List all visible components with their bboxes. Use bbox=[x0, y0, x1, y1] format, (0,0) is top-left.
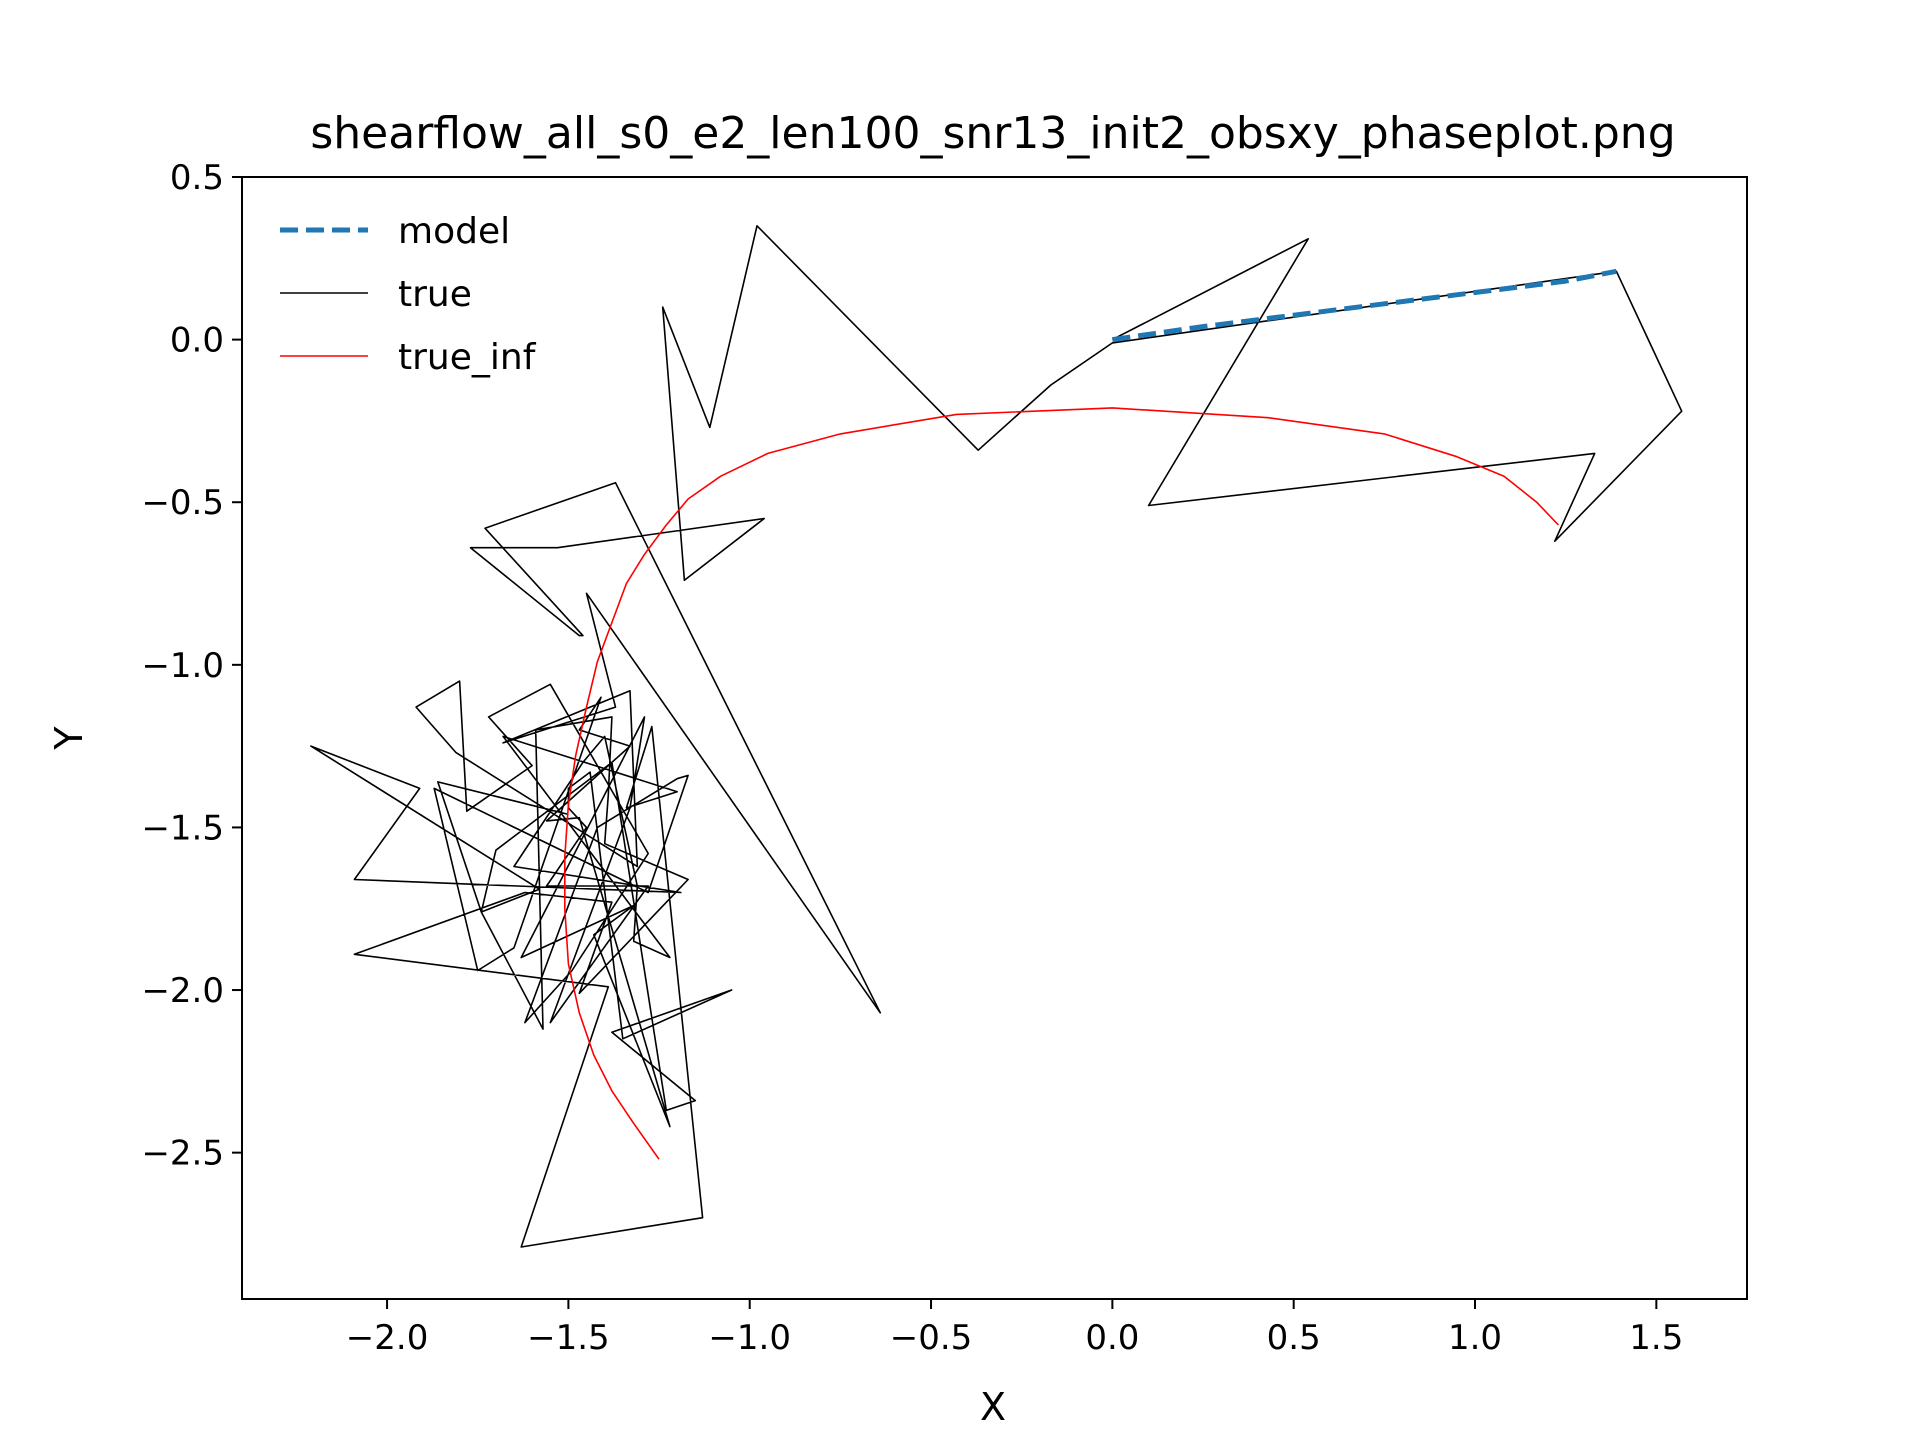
y-tick-label: −2.0 bbox=[141, 971, 224, 1011]
legend-label-true-inf: true_inf bbox=[398, 337, 537, 378]
legend-label-true: true bbox=[398, 274, 472, 315]
y-axis: 0.5 0.0 −0.5 −1.0 −1.5 −2.0 −2.5 bbox=[141, 158, 242, 1174]
y-tick-label: −1.5 bbox=[141, 808, 224, 848]
legend: model true true_inf bbox=[280, 211, 537, 378]
x-tick-label: 1.5 bbox=[1629, 1318, 1683, 1358]
x-tick-label: 0.5 bbox=[1267, 1318, 1321, 1358]
axes-frame bbox=[241, 176, 1748, 1300]
series-model-line bbox=[1112, 268, 1617, 343]
x-tick-label: −0.5 bbox=[890, 1318, 973, 1358]
x-axis: −2.0 −1.5 −1.0 −0.5 0.0 0.5 1.0 1.5 bbox=[346, 1299, 1683, 1358]
chart-title: shearflow_all_s0_e2_len100_snr13_init2_o… bbox=[310, 108, 1675, 159]
x-tick-label: −1.0 bbox=[708, 1318, 791, 1358]
axes-background bbox=[242, 177, 1747, 1299]
series-true-line bbox=[310, 225, 1683, 1248]
y-axis-title: Y bbox=[47, 726, 91, 751]
y-tick-label: −0.5 bbox=[141, 483, 224, 523]
x-tick-label: −2.0 bbox=[346, 1318, 429, 1358]
x-tick-label: −1.5 bbox=[527, 1318, 610, 1358]
x-tick-label: 0.0 bbox=[1085, 1318, 1139, 1358]
y-tick-label: −1.0 bbox=[141, 646, 224, 686]
plot-area: −2.0 −1.5 −1.0 −0.5 0.0 0.5 1.0 1.5 0.50.0−0.5−… bbox=[141, 158, 1748, 1358]
series-true-inf-line bbox=[563, 407, 1559, 1160]
y-tick-label: 0.5 bbox=[170, 158, 224, 198]
legend-label-model: model bbox=[398, 211, 510, 252]
y-tick-label: −2.5 bbox=[141, 1134, 224, 1174]
x-tick-label: 1.0 bbox=[1448, 1318, 1502, 1358]
series-layer bbox=[310, 225, 1683, 1248]
y-tick-label: 0.0 bbox=[170, 321, 224, 361]
x-axis-title: X bbox=[980, 1385, 1006, 1429]
